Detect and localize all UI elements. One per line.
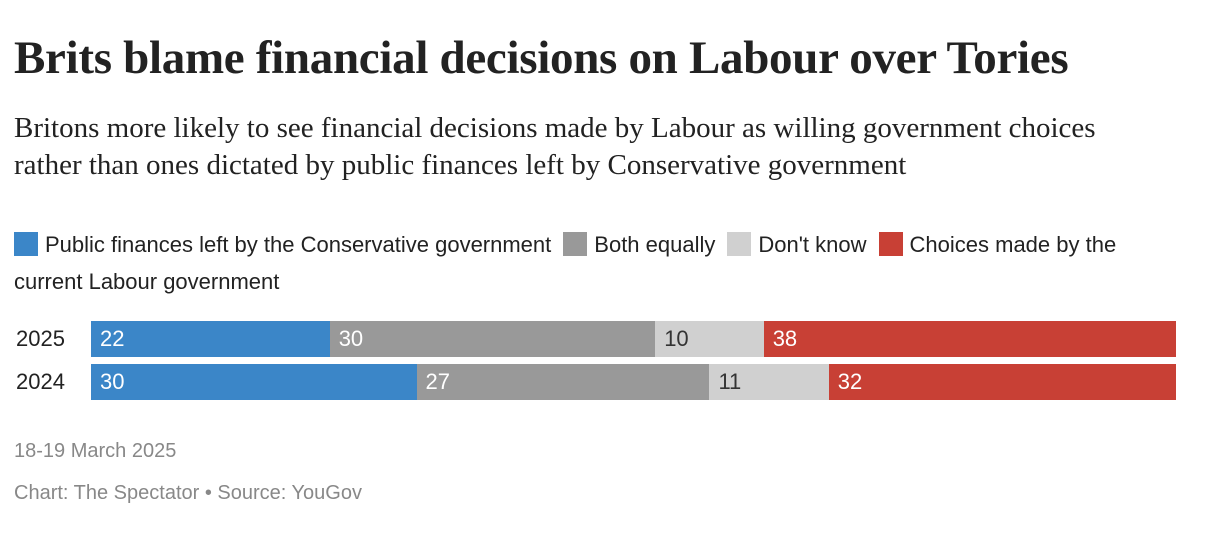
legend-swatch-0 [14, 232, 38, 256]
row-label-2024: 2024 [16, 369, 65, 394]
chart-title: Brits blame financial decisions on Labou… [14, 32, 1069, 84]
row-label-2025: 2025 [16, 326, 65, 351]
data-label-2025-1: 30 [338, 326, 364, 351]
bar-segment-2025-3: 38 [763, 321, 1176, 357]
legend-item-3: Choices made by the current Labour gover… [14, 232, 1116, 294]
legend-swatch-2 [727, 232, 752, 256]
legend-swatch-1 [563, 232, 588, 256]
data-label-2024-0: 30 [100, 369, 125, 394]
legend-label-2: Don't know [758, 232, 867, 257]
bar-segment-2025-0: 22 [91, 321, 330, 357]
bar-segment-2025-1: 30 [329, 321, 656, 357]
bar-segment-2024-2: 11 [709, 364, 829, 400]
source-credit: Chart: The Spectator • Source: YouGov [14, 482, 362, 504]
legend-label-1: Both equally [594, 232, 716, 257]
chart-subtitle: Britons more likely to see financial dec… [14, 112, 1096, 181]
data-label-2025-0: 22 [100, 326, 125, 351]
bar-segment-2025-2: 10 [655, 321, 764, 357]
data-label-2024-3: 32 [837, 369, 863, 394]
data-label-2024-2: 11 [718, 369, 742, 394]
legend-label-0: Public finances left by the Conservative… [45, 232, 552, 257]
legend-label-3: Choices made by the current Labour gover… [14, 232, 1117, 294]
data-label-2025-3: 38 [772, 326, 798, 351]
date-note: 18-19 March 2025 [14, 440, 177, 462]
bar-segment-2024-0: 30 [91, 364, 417, 400]
bar-segment-2024-3: 32 [828, 364, 1176, 400]
bar-row-2024: 30 27 11 32 [91, 364, 1176, 400]
legend-item-1: Both equally [563, 232, 715, 257]
bar-segment-2024-1: 27 [416, 364, 710, 400]
legend-item-0: Public finances left by the Conservative… [14, 232, 551, 257]
chart-legend: Public finances left by the Conservative… [14, 226, 1189, 300]
data-label-2024-1: 27 [425, 369, 450, 394]
bar-row-2025: 22 30 10 38 [91, 321, 1176, 357]
legend-swatch-3 [878, 232, 903, 256]
data-label-2025-2: 10 [664, 326, 689, 351]
legend-item-2: Don't know [727, 232, 867, 257]
